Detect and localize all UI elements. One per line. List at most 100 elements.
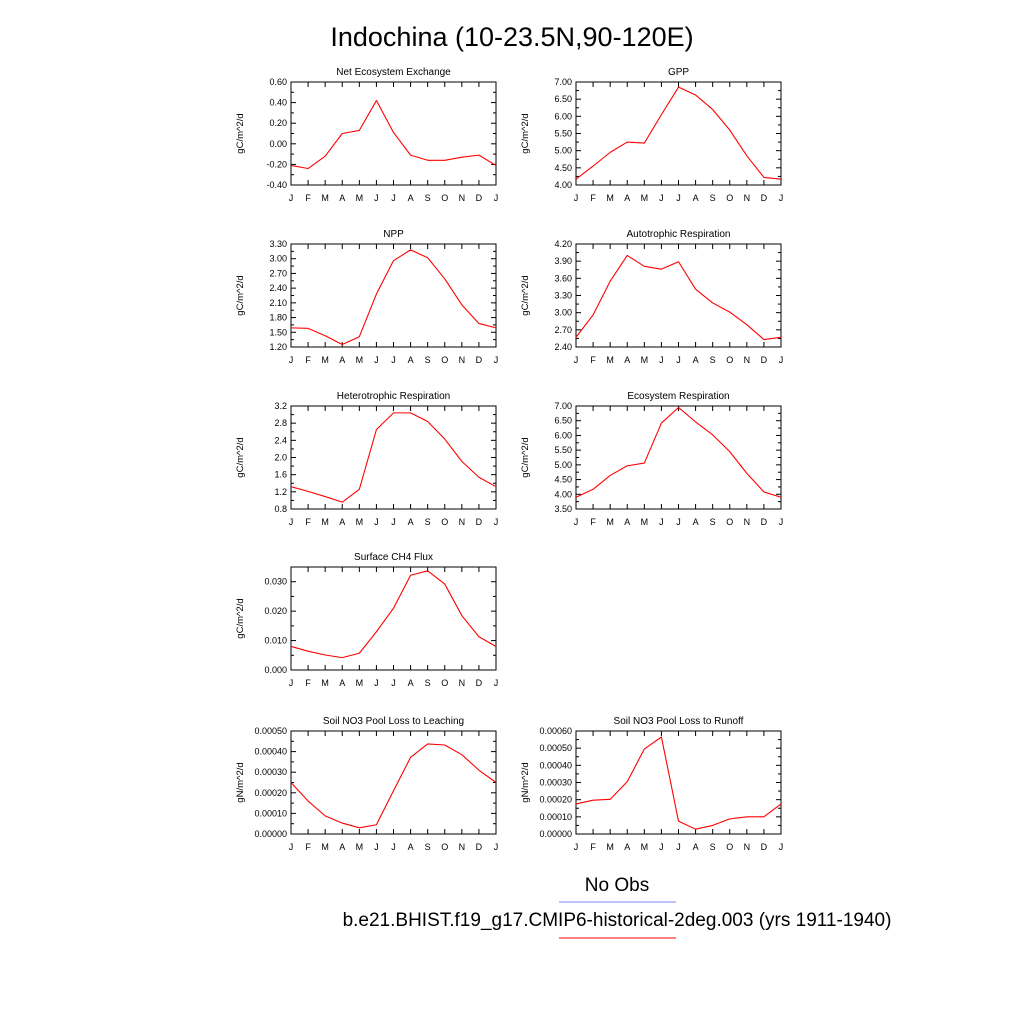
y-tick-label: 3.60	[554, 273, 572, 283]
x-tick-label: J	[659, 842, 664, 852]
x-tick-label: S	[710, 842, 716, 852]
x-tick-label: J	[574, 517, 579, 527]
y-tick-label: 0.030	[264, 577, 287, 587]
x-tick-label: J	[391, 678, 396, 688]
y-tick-label: 6.50	[554, 416, 572, 426]
y-axis-label: gC/m^2/d	[520, 437, 531, 477]
y-tick-label: 0.00000	[254, 829, 287, 839]
x-tick-label: S	[710, 517, 716, 527]
panel-5: Heterotrophic Respiration gC/m^2/d 3.2 2.8 2…	[235, 391, 498, 527]
x-tick-label: A	[693, 517, 699, 527]
x-tick-label: O	[441, 517, 448, 527]
y-tick-label: 3.90	[554, 256, 572, 266]
panel-title: Net Ecosystem Exchange	[336, 67, 451, 78]
x-tick-label: F	[590, 355, 596, 365]
y-tick-label: 4.50	[554, 163, 572, 173]
y-tick-label: 6.00	[554, 430, 572, 440]
x-tick-label: M	[321, 355, 329, 365]
x-tick-label: N	[459, 517, 466, 527]
x-tick-label: M	[606, 842, 614, 852]
y-tick-label: 0.000	[264, 665, 287, 675]
panel-title: Autotrophic Respiration	[627, 229, 731, 240]
x-tick-label: J	[289, 355, 294, 365]
x-tick-label: F	[590, 193, 596, 203]
x-tick-label: D	[476, 193, 483, 203]
y-tick-label: 4.50	[554, 475, 572, 485]
x-tick-label: S	[425, 193, 431, 203]
panel-title: NPP	[383, 229, 404, 240]
x-tick-label: A	[693, 842, 699, 852]
y-tick-label: 1.6	[274, 470, 287, 480]
x-tick-label: A	[624, 193, 630, 203]
y-tick-label: 3.30	[269, 239, 287, 249]
series-line	[290, 412, 497, 503]
y-tick-label: 2.0	[274, 453, 287, 463]
x-tick-label: A	[693, 193, 699, 203]
x-tick-label: J	[391, 355, 396, 365]
y-tick-label: -0.40	[266, 180, 287, 190]
x-tick-label: J	[494, 517, 499, 527]
y-tick-label: 0.00	[269, 139, 287, 149]
y-tick-label: 2.8	[274, 418, 287, 428]
legend: No Obs b.e21.BHIST.f19_g17.CMIP6-histori…	[343, 875, 891, 939]
y-tick-label: 0.00000	[539, 829, 572, 839]
x-tick-label: D	[476, 678, 483, 688]
x-tick-label: M	[356, 842, 364, 852]
panel-8: Soil NO3 Pool Loss to Leaching gN/m^2/d 0.…	[235, 716, 498, 852]
x-tick-label: A	[408, 678, 414, 688]
x-tick-label: O	[441, 193, 448, 203]
x-tick-label: D	[761, 842, 768, 852]
y-axis-label: gC/m^2/d	[235, 275, 246, 315]
y-tick-label: 2.70	[554, 325, 572, 335]
x-tick-label: M	[606, 193, 614, 203]
x-tick-label: F	[305, 842, 311, 852]
x-tick-label: J	[494, 355, 499, 365]
y-tick-label: 0.00010	[539, 812, 572, 822]
y-tick-label: 5.00	[554, 146, 572, 156]
x-tick-label: A	[339, 678, 345, 688]
y-axis-label: gC/m^2/d	[520, 275, 531, 315]
x-tick-label: M	[606, 355, 614, 365]
y-tick-label: 3.2	[274, 401, 287, 411]
x-tick-label: A	[339, 355, 345, 365]
x-tick-label: D	[476, 355, 483, 365]
x-tick-label: F	[305, 355, 311, 365]
x-tick-label: J	[289, 842, 294, 852]
x-tick-label: D	[476, 517, 483, 527]
x-tick-label: J	[574, 355, 579, 365]
x-tick-label: J	[779, 517, 784, 527]
y-tick-label: 0.00020	[539, 795, 572, 805]
x-tick-label: M	[321, 517, 329, 527]
panel-title: Surface CH4 Flux	[354, 552, 433, 563]
x-tick-label: J	[494, 678, 499, 688]
panel-title: Soil NO3 Pool Loss to Runoff	[614, 716, 744, 727]
x-tick-label: N	[459, 193, 466, 203]
x-tick-label: F	[590, 517, 596, 527]
panel-title: Ecosystem Respiration	[627, 391, 729, 402]
x-tick-label: J	[574, 193, 579, 203]
series-line	[290, 249, 497, 346]
panel-2: GPPgC/m^2/d7.006.506.005.505.004.504.00J…	[520, 67, 783, 203]
y-tick-label: 1.2	[274, 487, 287, 497]
x-tick-label: M	[356, 355, 364, 365]
x-tick-label: S	[710, 193, 716, 203]
panel-6: Ecosystem Respiration gC/m^2/d 7.00 6.50 6.0…	[520, 391, 783, 527]
x-tick-label: J	[374, 842, 379, 852]
x-tick-label: J	[676, 355, 681, 365]
series-line	[290, 570, 497, 659]
y-tick-label: 1.50	[269, 327, 287, 337]
y-tick-label: 0.00050	[539, 743, 572, 753]
x-tick-label: O	[726, 842, 733, 852]
y-tick-label: 2.40	[269, 283, 287, 293]
x-tick-label: A	[408, 355, 414, 365]
y-tick-label: 4.00	[554, 180, 572, 190]
x-tick-label: S	[425, 355, 431, 365]
y-tick-label: 3.50	[554, 504, 572, 514]
x-tick-label: N	[744, 193, 751, 203]
x-tick-label: D	[761, 517, 768, 527]
y-tick-label: 2.70	[269, 268, 287, 278]
y-tick-label: 2.40	[554, 342, 572, 352]
x-tick-label: M	[321, 193, 329, 203]
y-tick-label: 3.30	[554, 291, 572, 301]
